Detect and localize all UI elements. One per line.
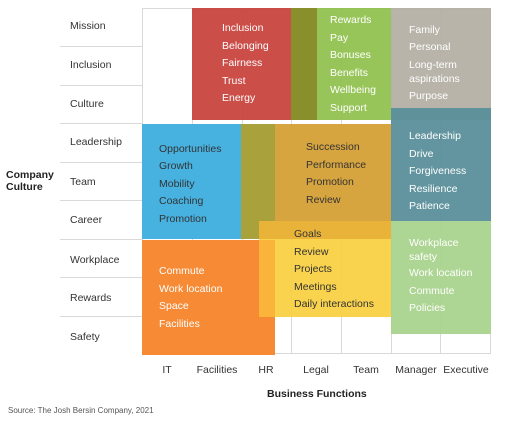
block-orange-item: Commute [159,265,205,277]
block-green-item: Pay [330,32,349,44]
grid-line [60,316,142,317]
block-red-item: Energy [222,92,256,104]
grid-line [60,239,142,240]
column-label-executive: Executive [443,364,489,376]
block-green-item: Benefits [330,67,368,79]
block-gray-item: Long-term aspirations [409,59,460,85]
block-teal-item: Patience [409,200,450,212]
block-teal-item: Leadership [409,130,461,142]
block-mustard-item: Promotion [306,176,354,188]
block-teal-item: Drive [409,148,434,160]
block-lightgreen-item: Workplace safety [409,237,459,263]
column-label-facilities: Facilities [196,364,238,376]
grid-line [60,85,142,86]
block-mustard-item: Review [306,194,341,206]
row-label-safety: Safety [70,331,100,343]
block-lightgreen-item: Policies [409,302,446,314]
column-label-team: Team [353,364,379,376]
column-label-manager: Manager [395,364,437,376]
block-red-item: Trust [222,75,246,87]
row-label-leadership: Leadership [70,136,122,148]
block-lightgreen-item: Work location [409,267,473,279]
block-gray-item: Family [409,24,440,36]
block-lightgreen-item: Commute [409,285,455,297]
block-mustard-item: Performance [306,159,367,171]
block-lightgreen [391,221,491,334]
block-blue-item: Mobility [159,178,195,190]
row-label-mission: Mission [70,20,106,32]
grid-line [60,46,142,47]
y-axis-title-line: Culture [6,181,43,193]
block-orange-item: Work location [159,283,223,295]
block-yellow-item: Projects [294,263,332,275]
y-axis-title-line: Company [6,169,54,181]
block-overlap-amber [259,240,275,317]
block-blue-item: Growth [159,160,193,172]
row-label-career: Career [70,214,103,226]
row-label-culture: Culture [70,98,104,110]
block-teal [391,108,491,221]
block-yellow-item: Meetings [294,281,337,293]
block-red-item: Inclusion [222,22,264,34]
block-gray-item: Purpose [409,90,449,102]
row-label-team: Team [70,176,96,188]
block-yellow-item: Daily interactions [294,298,374,310]
block-blue-item: Opportunities [159,143,222,155]
block-blue-item: Coaching [159,195,204,207]
grid-line [142,353,491,354]
block-teal-item: Resilience [409,183,458,195]
y-axis-title: Company Culture [6,169,54,193]
block-red-item: Belonging [222,40,269,52]
source-note: Source: The Josh Bersin Company, 2021 [8,406,154,415]
block-mustard-item: Succession [306,141,360,153]
block-overlap-olive [291,8,317,120]
block-green-item: Bonuses [330,49,371,61]
x-axis-title: Business Functions [267,388,367,400]
block-gray-item: Personal [409,41,451,53]
block-blue-item: Promotion [159,213,207,225]
block-overlap-khaki [241,124,275,239]
block-red-item: Fairness [222,57,263,69]
grid-line [60,123,142,124]
column-label-legal: Legal [303,364,329,376]
block-green-item: Rewards [330,14,372,26]
block-green-item: Wellbeing [330,84,376,96]
row-label-workplace: Workplace [70,254,120,266]
block-orange [142,240,275,355]
block-green-item: Support [330,102,367,114]
grid-line [60,277,142,278]
column-label-hr: HR [258,364,274,376]
block-orange-item: Space [159,300,189,312]
block-gray [391,8,491,120]
row-label-inclusion: Inclusion [70,59,112,71]
column-label-it: IT [162,364,172,376]
block-teal-item: Forgiveness [409,165,467,177]
block-yellow-item: Review [294,246,329,258]
grid-line [60,162,142,163]
row-label-rewards: Rewards [70,292,112,304]
block-orange-item: Facilities [159,318,200,330]
block-yellow-item: Goals [294,228,322,240]
grid-line [60,200,142,201]
block-overlap-gold [259,221,391,239]
